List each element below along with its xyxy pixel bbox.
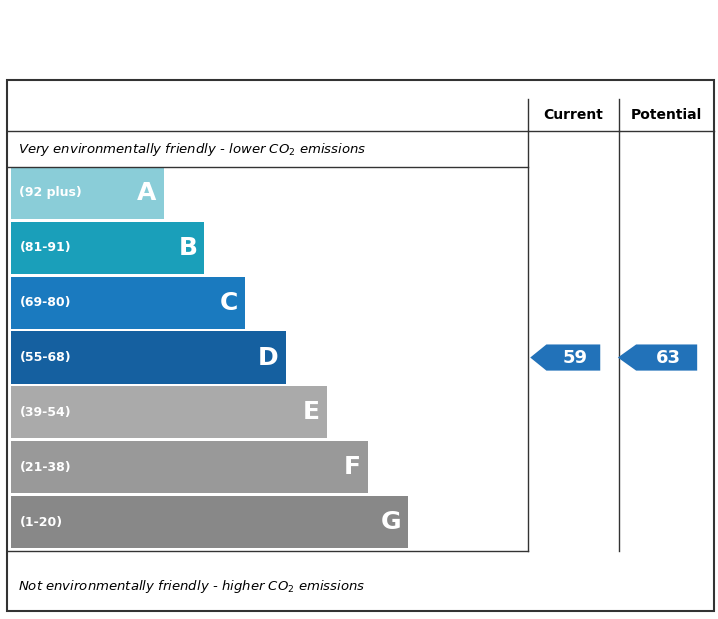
Bar [11,277,246,329]
Text: Very environmentally friendly - lower CO$_2$ emissions: Very environmentally friendly - lower CO… [18,141,366,158]
Polygon shape [530,344,600,371]
Text: D: D [258,345,279,370]
Bar [11,386,327,438]
Text: Not environmentally friendly - higher CO$_2$ emissions: Not environmentally friendly - higher CO… [18,578,365,595]
Text: G: G [381,510,401,534]
Bar [11,331,286,384]
Polygon shape [617,344,697,371]
Text: C: C [220,291,238,314]
Text: (81-91): (81-91) [19,241,71,254]
Text: A: A [137,181,157,205]
Bar [11,496,409,548]
Text: Current: Current [544,108,603,122]
Text: Potential: Potential [631,108,702,122]
Bar [11,222,205,274]
Text: F: F [343,455,360,479]
Text: (92 plus): (92 plus) [19,186,82,199]
Text: E: E [303,400,320,425]
Text: B: B [178,236,197,260]
Bar [11,441,368,493]
Text: (1-20): (1-20) [19,516,62,529]
Text: 59: 59 [562,348,587,366]
Text: (39-54): (39-54) [19,406,71,419]
Text: 63: 63 [656,348,681,366]
Text: Environmental Impact (CO$_2$) Rating: Environmental Impact (CO$_2$) Rating [57,20,661,54]
Text: (21-38): (21-38) [19,461,71,474]
Text: (55-68): (55-68) [19,351,71,364]
Text: (69-80): (69-80) [19,296,71,309]
Bar [11,167,164,219]
